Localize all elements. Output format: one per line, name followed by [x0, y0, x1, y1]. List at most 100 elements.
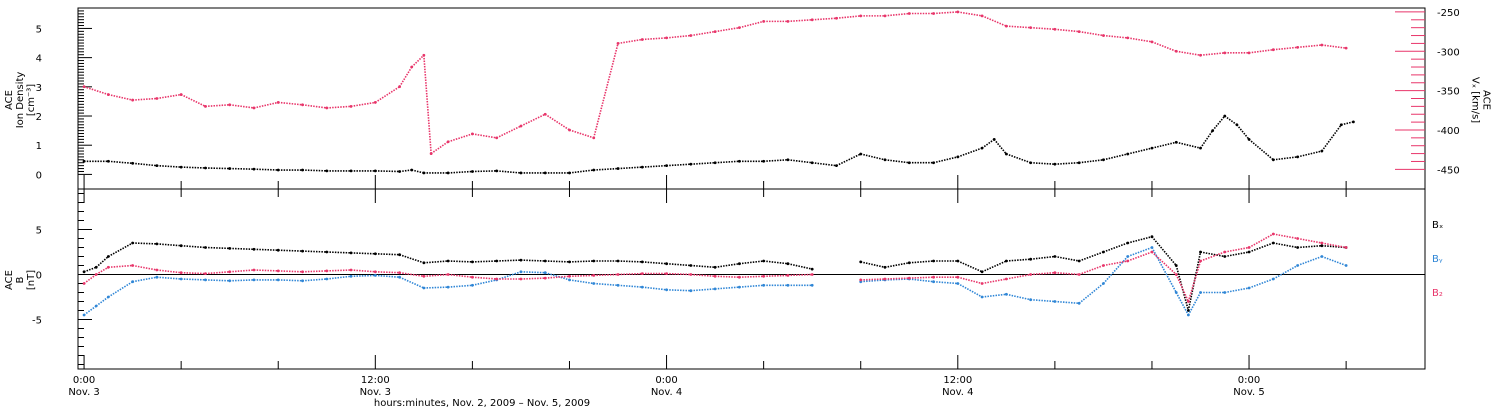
density-point — [1235, 123, 1239, 127]
vx-point — [1004, 24, 1008, 28]
x-tick-date: Nov. 4 — [651, 387, 682, 398]
bx-segment — [666, 262, 691, 267]
bx-point — [228, 247, 232, 250]
vx-segment — [430, 141, 449, 155]
bx-segment — [860, 261, 886, 269]
by-segment — [569, 279, 594, 285]
density-point — [82, 159, 86, 163]
vx-point — [543, 112, 547, 116]
by-point — [519, 270, 523, 274]
by-point — [155, 275, 159, 279]
bx-point — [689, 264, 693, 267]
bz-segment — [617, 272, 643, 276]
x-axis-label: hours:minutes, Nov. 2, 2009 – Nov. 5, 20… — [374, 398, 590, 409]
vx-point — [422, 53, 426, 57]
density-point — [106, 159, 110, 163]
by-point — [689, 289, 693, 293]
density-point — [689, 162, 693, 166]
density-point — [992, 137, 996, 141]
vx-point — [470, 132, 474, 136]
vx-segment — [884, 12, 910, 17]
by-segment — [205, 279, 230, 282]
by-point — [131, 280, 135, 284]
vx-point — [1320, 43, 1324, 47]
bz-segment — [1006, 273, 1031, 280]
bx-segment — [496, 259, 521, 262]
bx-segment — [1078, 251, 1104, 262]
density-point — [519, 171, 523, 175]
by-point — [762, 283, 766, 287]
density-segment — [411, 169, 425, 174]
vx-point — [689, 34, 693, 37]
density-tick-label: 5 — [36, 24, 42, 35]
density-point — [252, 167, 256, 171]
by-point — [737, 285, 741, 289]
vx-segment — [957, 11, 983, 17]
by-segment — [229, 279, 254, 282]
density-segment — [156, 164, 182, 168]
by-point — [616, 283, 620, 287]
bx-point — [616, 259, 620, 263]
vx-point — [592, 136, 596, 140]
axis-label-line: Vₓ [km/s] — [1470, 77, 1481, 123]
bx-segment — [714, 262, 740, 269]
by-segment — [860, 279, 886, 283]
vx-point — [956, 10, 960, 14]
bx-segment — [448, 260, 473, 263]
bz-segment — [350, 269, 376, 273]
vx-segment — [108, 93, 133, 101]
by-point — [179, 277, 183, 281]
bx-point — [1247, 250, 1251, 254]
vx-point — [665, 36, 668, 40]
density-point — [1053, 162, 1057, 166]
density-point — [1077, 161, 1081, 165]
density-segment — [836, 153, 862, 167]
density-point — [1320, 149, 1324, 153]
bx-point — [786, 262, 790, 266]
velocity-tick-label: -450 — [1437, 165, 1460, 176]
bx-point — [956, 259, 960, 263]
density-point — [1339, 123, 1343, 127]
by-point — [1150, 246, 1154, 249]
bx-point — [131, 241, 135, 245]
bx-point — [980, 270, 984, 274]
bz-point — [616, 273, 620, 276]
density-segment — [108, 160, 133, 165]
by-segment — [739, 284, 764, 288]
vx-point — [568, 128, 571, 132]
density-tick-label: 4 — [36, 54, 42, 65]
density-segment — [981, 138, 995, 149]
bz-segment — [1103, 260, 1128, 267]
by-point — [301, 279, 304, 283]
bz-segment — [1078, 264, 1104, 276]
axis-label-line: ACE — [1481, 90, 1492, 110]
bz-point — [1247, 246, 1251, 249]
bz-point — [1004, 277, 1008, 281]
bz-point — [519, 277, 523, 281]
by-point — [1344, 264, 1348, 267]
bx-point — [1296, 246, 1299, 249]
density-segment — [666, 163, 691, 167]
density-point — [1029, 161, 1033, 165]
bz-point — [252, 268, 256, 272]
density-point — [325, 169, 329, 173]
bx-point — [495, 259, 499, 263]
density-segment — [1030, 161, 1055, 165]
bx-point — [106, 255, 110, 258]
bz-segment — [787, 273, 813, 277]
bx-point — [737, 262, 741, 266]
top-panel-x-ticks — [83, 175, 1347, 189]
density-axis-ticks: 0 1 2 3 4 5 — [36, 7, 92, 181]
by-segment — [1151, 247, 1177, 293]
density-segment — [1199, 130, 1214, 149]
bx-point — [859, 260, 863, 264]
vx-segment — [156, 93, 182, 100]
vx-point — [325, 106, 329, 110]
bz-point — [956, 275, 960, 279]
bz-segment — [1273, 233, 1298, 240]
bz-point — [1186, 300, 1190, 303]
bz-point — [665, 272, 668, 275]
density-series — [82, 114, 1355, 175]
